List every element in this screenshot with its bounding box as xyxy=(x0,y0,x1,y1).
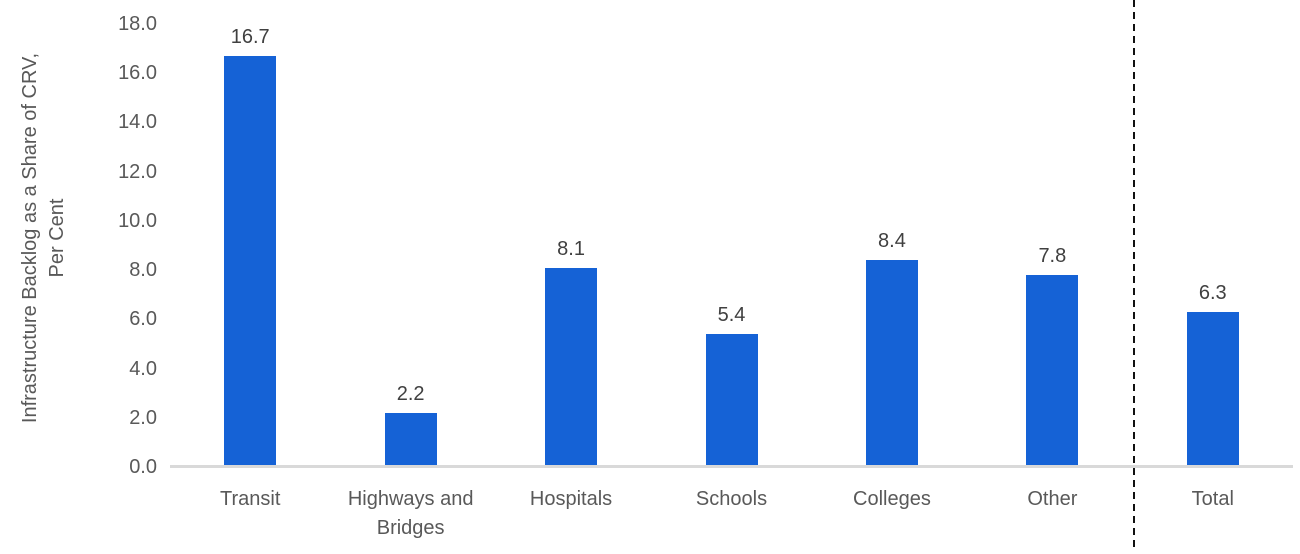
bar-value-label: 8.1 xyxy=(557,237,585,260)
y-tick-label: 18.0 xyxy=(118,13,157,35)
bar xyxy=(705,334,758,466)
y-axis-title: Infrastructure Backlog as a Share of CRV… xyxy=(19,52,68,424)
bar-value-label: 2.2 xyxy=(396,382,425,405)
bar-value-label: 5.4 xyxy=(717,304,746,327)
category-label: Highways and Bridges xyxy=(347,488,474,539)
bar-value-label: 16.7 xyxy=(230,25,270,48)
category-label: Hospitals xyxy=(529,488,613,510)
y-tick-label: 16.0 xyxy=(118,62,157,85)
y-tick-label: 10.0 xyxy=(118,209,157,232)
y-tick-label: 0.0 xyxy=(129,456,157,478)
bar xyxy=(865,260,918,466)
category-label: Schools xyxy=(695,488,768,510)
bar xyxy=(1026,275,1079,466)
y-tick-label: 6.0 xyxy=(129,308,157,331)
bar-value-label: 7.8 xyxy=(1038,245,1067,268)
bar xyxy=(1186,311,1239,466)
y-tick-label: 14.0 xyxy=(118,111,157,134)
category-label: Colleges xyxy=(853,488,931,510)
y-tick-label: 12.0 xyxy=(118,160,157,183)
total-separator-dashed-line xyxy=(1132,0,1135,547)
y-tick-label: 8.0 xyxy=(129,259,157,282)
category-label: Total xyxy=(1191,488,1234,510)
bar xyxy=(384,412,437,466)
x-axis-line xyxy=(170,465,1293,468)
bar xyxy=(224,55,277,466)
category-label: Transit xyxy=(220,488,281,510)
bar xyxy=(545,267,598,466)
y-tick-label: 2.0 xyxy=(129,406,157,429)
bar-value-label: 8.4 xyxy=(878,230,906,253)
category-label: Other xyxy=(1027,488,1078,510)
y-tick-label: 4.0 xyxy=(129,357,157,380)
bar-value-label: 6.3 xyxy=(1198,281,1227,304)
